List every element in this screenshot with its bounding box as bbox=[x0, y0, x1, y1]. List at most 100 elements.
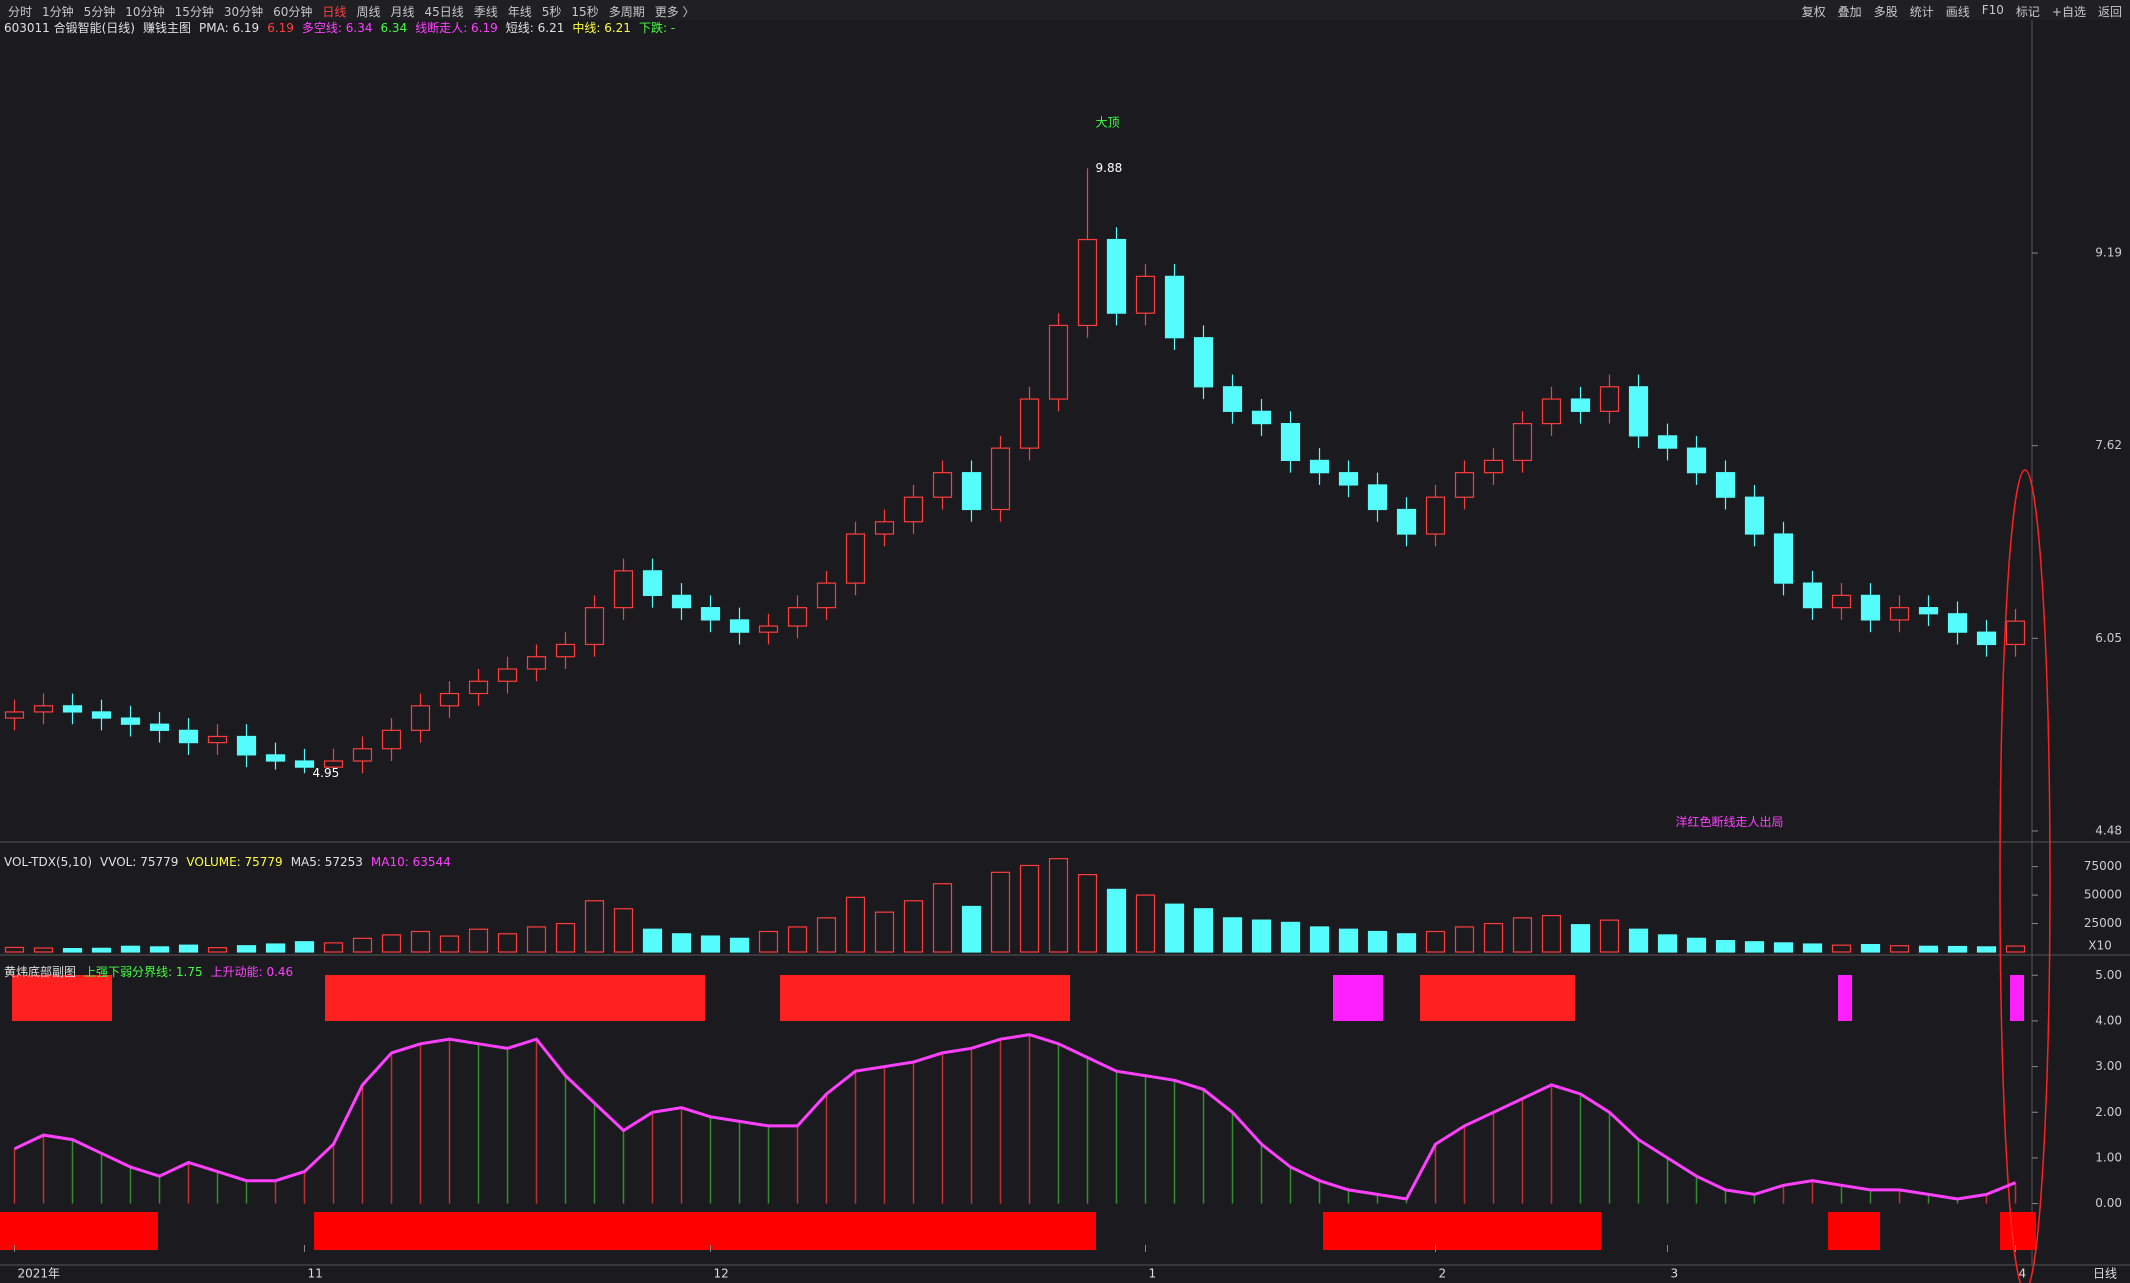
toolbar-button[interactable]: 日线 bbox=[322, 5, 347, 19]
volume-bar bbox=[1135, 894, 1156, 953]
toolbar-button[interactable]: F10 bbox=[1981, 3, 2004, 17]
header-item: PMA: 6.19 bbox=[199, 21, 259, 35]
candle-body bbox=[1454, 472, 1475, 498]
toolbar-button[interactable]: 多周期 bbox=[608, 5, 645, 19]
candle-body bbox=[1773, 533, 1794, 584]
y-tick-label: 6.05 bbox=[2095, 631, 2122, 645]
candle-body bbox=[932, 472, 953, 498]
highlight-ellipse bbox=[1999, 469, 2051, 1283]
candle-body bbox=[1396, 508, 1417, 535]
toolbar-button[interactable]: 返回 bbox=[2097, 5, 2122, 19]
toolbar-button[interactable]: 10分钟 bbox=[125, 5, 165, 19]
candle-body bbox=[1686, 447, 1707, 474]
y-tick-label: 4.00 bbox=[2095, 1013, 2122, 1027]
volume-bar bbox=[1889, 945, 1910, 953]
volume-bar bbox=[1976, 946, 1997, 953]
x-tick-label: 3 bbox=[1671, 1267, 1679, 1281]
band bbox=[1420, 975, 1575, 1021]
volume-bar bbox=[1193, 908, 1214, 953]
toolbar-button[interactable]: 1分钟 bbox=[42, 5, 74, 19]
header-item: 603011 合锻智能(日线) bbox=[4, 20, 135, 35]
candle-body bbox=[1280, 422, 1301, 462]
volume-bar bbox=[1657, 934, 1678, 953]
candle-body bbox=[1744, 496, 1765, 535]
header-item: 线断走人: 6.19 bbox=[415, 20, 498, 35]
volume-bar bbox=[816, 917, 837, 953]
band bbox=[2000, 1212, 2036, 1250]
x-tick-label: 1 bbox=[1149, 1267, 1157, 1281]
volume-bar bbox=[584, 900, 605, 953]
candle-body bbox=[1657, 435, 1678, 449]
y-tick-label: 7.62 bbox=[2095, 438, 2122, 452]
volume-bar bbox=[1831, 944, 1852, 953]
volume-bar bbox=[961, 905, 982, 953]
candle-body bbox=[671, 594, 692, 609]
toolbar-button[interactable]: 15分钟 bbox=[174, 5, 214, 19]
candle-body bbox=[787, 607, 808, 627]
volume-bar bbox=[932, 883, 953, 953]
y-tick-label: 9.19 bbox=[2095, 246, 2122, 260]
volume-bar bbox=[497, 933, 518, 953]
volume-bar bbox=[1454, 926, 1475, 953]
toolbar-button[interactable]: 30分钟 bbox=[223, 5, 264, 19]
band bbox=[1323, 1212, 1601, 1250]
header-item: 6.19 bbox=[267, 21, 294, 35]
volume-bar bbox=[352, 937, 373, 953]
volume-bar bbox=[671, 933, 692, 953]
toolbar-button[interactable]: 60分钟 bbox=[273, 5, 313, 19]
candle-body bbox=[265, 754, 286, 762]
toolbar-button[interactable]: 多股 bbox=[1873, 5, 1898, 19]
toolbar-button[interactable]: 周线 bbox=[356, 5, 381, 19]
candle-body bbox=[1599, 386, 1620, 412]
toolbar-button[interactable]: 年线 bbox=[507, 5, 532, 19]
toolbar-button[interactable]: 分时 bbox=[8, 5, 33, 19]
volume-bar bbox=[1019, 864, 1040, 953]
candle-body bbox=[526, 656, 547, 670]
volume-bar bbox=[236, 945, 257, 953]
panel-header: 603011 合锻智能(日线) 赚钱主图 PMA: 6.19 6.19 多空线: 6.3… bbox=[4, 20, 675, 35]
toolbar-button[interactable]: 45日线 bbox=[424, 5, 464, 19]
unit-label: X10 bbox=[2088, 939, 2112, 953]
annotation: 大顶 bbox=[1096, 115, 1120, 129]
candle-body bbox=[1483, 459, 1504, 474]
candle-body bbox=[1947, 613, 1968, 633]
toolbar-button[interactable]: 月线 bbox=[390, 5, 415, 19]
toolbar-button[interactable]: 5秒 bbox=[541, 5, 562, 19]
volume-bar bbox=[1773, 942, 1794, 953]
volume-bar bbox=[1947, 945, 1968, 953]
volume-bar bbox=[1280, 921, 1301, 953]
band bbox=[325, 975, 705, 1021]
candle-body bbox=[990, 447, 1011, 511]
x-tick-label: 4 bbox=[2019, 1267, 2027, 1281]
volume-bar bbox=[903, 900, 924, 953]
band bbox=[1838, 975, 1852, 1021]
candle-body bbox=[1251, 410, 1272, 425]
toolbar-button[interactable]: 5分钟 bbox=[83, 5, 116, 19]
volume-bar bbox=[1744, 941, 1765, 953]
candle-body bbox=[62, 705, 83, 713]
volume-bar bbox=[1860, 944, 1881, 953]
volume-bar bbox=[4, 946, 25, 953]
toolbar-button[interactable]: 复权 bbox=[1801, 5, 1826, 19]
candle-body bbox=[1831, 594, 1852, 609]
toolbar-button[interactable]: 统计 bbox=[1909, 5, 1934, 19]
candle-body bbox=[1425, 496, 1446, 535]
candle-body bbox=[352, 748, 373, 762]
volume-bar bbox=[1715, 940, 1736, 953]
toolbar-button[interactable]: 季线 bbox=[473, 5, 498, 19]
candle-body bbox=[1802, 582, 1823, 609]
volume-bar bbox=[555, 922, 576, 953]
toolbar-button[interactable]: 15秒 bbox=[571, 5, 599, 19]
toolbar-button[interactable]: +自选 bbox=[2051, 5, 2086, 19]
volume-bar bbox=[91, 947, 112, 953]
toolbar-button[interactable]: 叠加 bbox=[1837, 5, 1862, 19]
candle-body bbox=[1367, 484, 1388, 511]
toolbar-button[interactable]: 画线 bbox=[1945, 5, 1970, 19]
panel-header: 黄炜底部副图 上强下弱分界线: 1.75 上升动能: 0.46 bbox=[4, 964, 293, 979]
volume-bar bbox=[700, 935, 721, 953]
toolbar-button[interactable]: 更多 〉 bbox=[654, 5, 695, 19]
volume-bar bbox=[1512, 917, 1533, 953]
candle-body bbox=[758, 625, 779, 633]
candle-body bbox=[613, 570, 634, 609]
toolbar-button[interactable]: 标记 bbox=[2015, 5, 2040, 19]
